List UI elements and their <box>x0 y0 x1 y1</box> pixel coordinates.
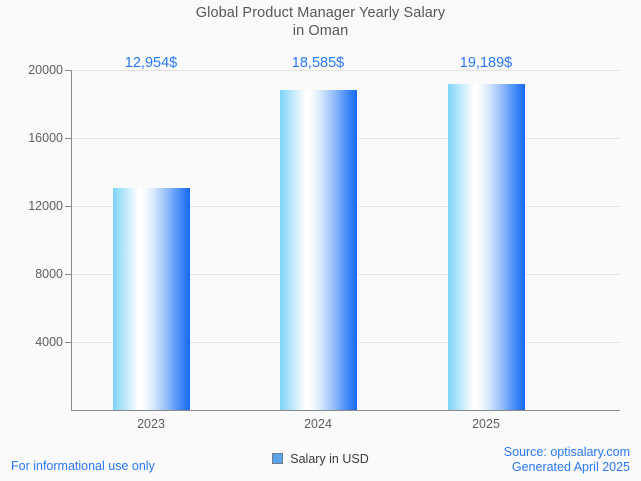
x-axis-line <box>71 410 620 411</box>
chart-title-line-2: in Oman <box>292 23 349 39</box>
gridline-20000 <box>71 70 620 71</box>
footer-generated-date: Generated April 2025 <box>511 460 630 474</box>
x-axis-tick-label-2024: 2024 <box>304 417 332 431</box>
y-axis-tick-label-4000: 4000 <box>35 335 63 349</box>
footer-disclaimer: For informational use only <box>11 459 155 473</box>
bar-2025[interactable] <box>448 84 525 410</box>
y-axis-tick-mark-8000 <box>65 274 71 275</box>
y-axis-tick-mark-12000 <box>65 206 71 207</box>
bar-2023[interactable] <box>113 188 190 410</box>
chart-title-line-1: Global Product Manager Yearly Salary <box>195 5 446 21</box>
x-axis-tick-label-2025: 2025 <box>472 417 500 431</box>
y-axis-tick-label-16000: 16000 <box>28 131 63 145</box>
bar-2024[interactable] <box>280 90 357 410</box>
y-axis-tick-label-8000: 8000 <box>35 267 63 281</box>
y-axis-tick-mark-4000 <box>65 342 71 343</box>
legend-swatch-icon <box>272 453 284 464</box>
bar-value-label-2024: 18,585$ <box>291 55 345 71</box>
bar-value-label-2025: 19,189$ <box>459 55 513 71</box>
y-axis-tick-label-12000: 12000 <box>28 199 63 213</box>
y-axis-line <box>71 70 72 411</box>
y-axis-tick-label-20000: 20000 <box>28 63 63 77</box>
footer-source: Source: optisalary.com <box>503 445 630 459</box>
chart-title: Global Product Manager Yearly Salary in … <box>0 4 641 40</box>
legend-item-label: Salary in USD <box>290 452 369 466</box>
legend-item-salary-in-usd[interactable]: Salary in USD <box>272 452 369 466</box>
y-axis-tick-mark-16000 <box>65 138 71 139</box>
bar-value-label-2023: 12,954$ <box>124 55 178 71</box>
chart-legend: Salary in USD <box>0 452 641 466</box>
y-axis-tick-mark-20000 <box>65 70 71 71</box>
footer-source-block: Source: optisalary.com Generated April 2… <box>504 445 630 475</box>
x-axis-tick-label-2023: 2023 <box>137 417 165 431</box>
